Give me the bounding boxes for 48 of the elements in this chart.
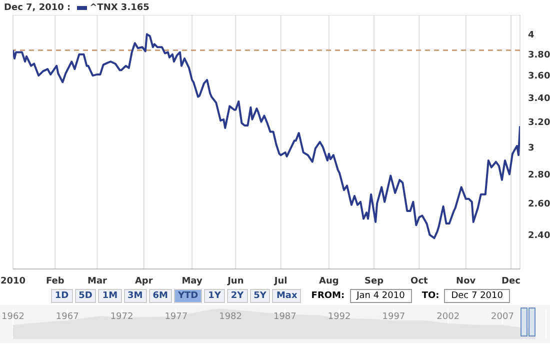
x-tick-label: Sep <box>364 276 384 286</box>
x-tick-label: Dec <box>502 276 520 286</box>
y-tick-label: 2.40 <box>528 231 550 242</box>
x-tick-label: Nov <box>456 276 476 286</box>
x-tick-label: Jun <box>226 276 244 286</box>
range-button: 1Y <box>204 289 225 303</box>
y-tick-label: 4 <box>528 30 534 40</box>
line-series <box>13 33 520 240</box>
x-tick-label: 1972 <box>110 312 134 322</box>
y-tick-label: 3.80 <box>528 50 550 61</box>
text: FROM: <box>311 291 345 301</box>
x-tick-label: Feb <box>46 276 65 286</box>
range-button: YTD <box>174 289 202 303</box>
y-tick-label: 3.40 <box>528 94 550 104</box>
y-tick-label: 3 <box>528 143 534 154</box>
x-tick-label: 2010 <box>0 276 26 286</box>
x-tick-label: 2002 <box>436 312 460 322</box>
x-tick-label: Apr <box>134 276 154 286</box>
x-tick-label: Oct <box>410 276 429 286</box>
y-tick-label: 3.60 <box>528 72 550 82</box>
y-tick-label: 2.60 <box>528 200 550 210</box>
x-tick-label: Jul <box>273 276 288 286</box>
date-field: Dec 7 2010 <box>444 289 510 303</box>
x-tick-label: 1967 <box>56 312 79 322</box>
x-tick-label: 1982 <box>219 312 242 322</box>
x-tick-label: Aug <box>319 276 339 286</box>
range-button: 2Y <box>226 289 248 303</box>
range-button: 5D <box>74 289 96 303</box>
y-tick-label: 2.80 <box>528 170 550 180</box>
x-tick-label: May <box>182 276 202 286</box>
legend-label: ^TNX 3.165 <box>90 2 150 12</box>
range-button: 5Y <box>250 289 270 303</box>
range-button: Max <box>272 289 302 303</box>
x-tick-label: 1977 <box>164 312 188 322</box>
x-tick-label: Mar <box>88 276 108 286</box>
range-button: 1M <box>98 289 122 303</box>
x-tick-label: 1992 <box>328 312 351 322</box>
text: Dec 7, 2010 : <box>4 2 71 12</box>
range-button: 3M <box>124 289 147 303</box>
x-tick-label: 2007 <box>491 312 514 322</box>
x-tick-label: 1987 <box>273 312 296 322</box>
y-tick-label: 3.20 <box>528 118 550 128</box>
range-button: 6M <box>148 289 172 303</box>
x-tick-label: 1962 <box>2 312 24 322</box>
x-tick-label: 1997 <box>382 312 406 322</box>
date-field: Jan 4 2010 <box>350 289 412 303</box>
range-button: 1D <box>50 289 73 303</box>
text: TO: <box>422 291 440 301</box>
